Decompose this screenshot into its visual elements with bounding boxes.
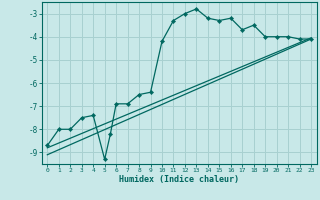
X-axis label: Humidex (Indice chaleur): Humidex (Indice chaleur) (119, 175, 239, 184)
